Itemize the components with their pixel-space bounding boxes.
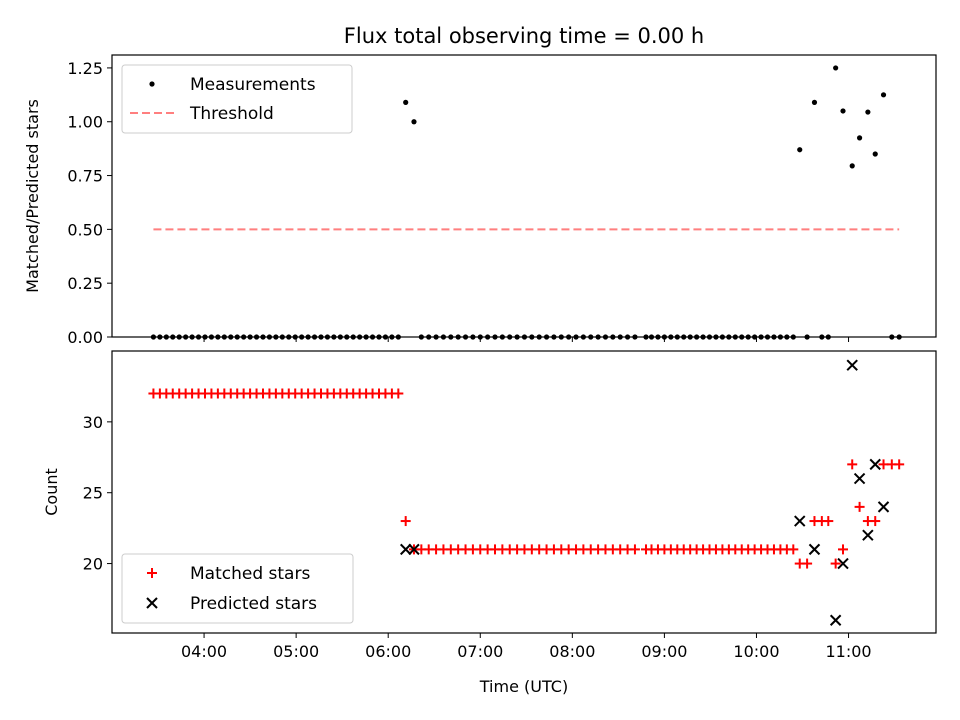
top-ytick-label: 0.25	[67, 274, 103, 293]
bottom-legend-box	[121, 553, 354, 624]
measurement-point	[833, 65, 839, 71]
measurement-point	[865, 109, 871, 115]
predicted-star-point	[829, 614, 842, 626]
bottom-xtick-label: 08:00	[549, 642, 595, 661]
bottom-panel: 20 25 30 04:00 05:00 06:00 07:00 08:00 09:00 10:…	[42, 350, 937, 696]
top-ytick-label: 0.50	[67, 220, 103, 239]
predicted-star-point	[869, 458, 881, 471]
bottom-ytick-label: 20	[83, 555, 103, 574]
measurement-point	[403, 99, 409, 105]
bottom-axes-frame	[111, 350, 937, 634]
measurement-point	[797, 147, 803, 153]
top-axes-frame	[111, 54, 937, 338]
matched-star-point	[629, 544, 640, 555]
matched-star-point	[847, 459, 858, 470]
top-ytick-label: 1.00	[67, 113, 103, 132]
bottom-xtick-label: 09:00	[641, 642, 687, 661]
top-legend: Measurements Threshold	[121, 64, 353, 134]
legend-matched-label: Matched stars	[190, 564, 310, 584]
bottom-xtick-label: 11:00	[825, 642, 871, 661]
measurement-point	[411, 119, 417, 125]
top-ytick-label: 0.00	[67, 328, 103, 347]
predicted-star-point	[862, 529, 874, 541]
bottom-ytick-label: 25	[83, 484, 103, 503]
matched-star-point	[894, 459, 905, 470]
top-y-ticks: 0.00 0.25 0.50 0.75 1.00 1.25	[67, 59, 112, 347]
bottom-legend: Matched stars Predicted stars	[121, 553, 354, 624]
bottom-xtick-label: 10:00	[733, 642, 779, 661]
predicted-star-point	[853, 472, 866, 485]
bottom-plot-area	[148, 359, 905, 626]
bottom-ytick-label: 30	[83, 413, 103, 432]
bottom-y-axis-label: Count	[42, 468, 61, 516]
top-legend-box	[121, 64, 353, 134]
bottom-x-ticks: 04:00 05:00 06:00 07:00 08:00 09:00 10:00 11:00	[181, 633, 872, 661]
matched-star-point	[870, 516, 881, 527]
measurement-point	[811, 99, 818, 105]
legend-measurements-marker	[149, 81, 155, 87]
matched-star-point	[830, 558, 841, 569]
top-ytick-label: 1.25	[67, 59, 103, 78]
predicted-star-point	[837, 557, 849, 570]
measurement-point	[880, 92, 887, 98]
measurement-point	[872, 151, 878, 157]
legend-measurements-label: Measurements	[190, 75, 316, 95]
predicted-star-point	[846, 359, 858, 371]
predicted-star-point	[877, 501, 890, 513]
measurement-point	[856, 135, 863, 141]
bottom-xtick-label: 04:00	[181, 642, 227, 661]
predicted-star-point	[399, 543, 412, 556]
matched-star-point	[802, 558, 813, 569]
matched-star-point	[823, 516, 834, 527]
predicted-star-point	[408, 543, 420, 556]
matched-star-point	[393, 388, 404, 399]
top-ytick-label: 0.75	[67, 167, 103, 186]
matched-star-point	[854, 501, 865, 512]
bottom-x-axis-label: Time (UTC)	[479, 677, 568, 696]
bottom-xtick-label: 07:00	[457, 642, 503, 661]
top-chart-title: Flux total observing time = 0.00 h	[344, 24, 704, 48]
predicted-star-point	[794, 515, 806, 527]
matched-star-point	[400, 516, 411, 527]
predicted-star-point	[808, 543, 821, 556]
matched-star-point	[838, 544, 849, 555]
bottom-xtick-label: 05:00	[273, 642, 319, 661]
legend-predicted-marker	[146, 597, 158, 609]
top-x-ticks	[203, 337, 850, 342]
legend-matched-marker	[147, 568, 157, 578]
top-y-axis-label: Matched/Predicted stars	[23, 99, 42, 293]
measurement-point	[849, 163, 855, 169]
top-panel: Flux total observing time = 0.00 h 0.000…	[23, 24, 937, 347]
matched-star-point	[788, 544, 799, 555]
bottom-y-ticks: 20 25 30	[83, 413, 112, 574]
measurement-point	[840, 108, 846, 114]
legend-threshold-label: Threshold	[189, 104, 274, 124]
legend-predicted-label: Predicted stars	[190, 594, 317, 614]
bottom-xtick-label: 06:00	[365, 642, 411, 661]
